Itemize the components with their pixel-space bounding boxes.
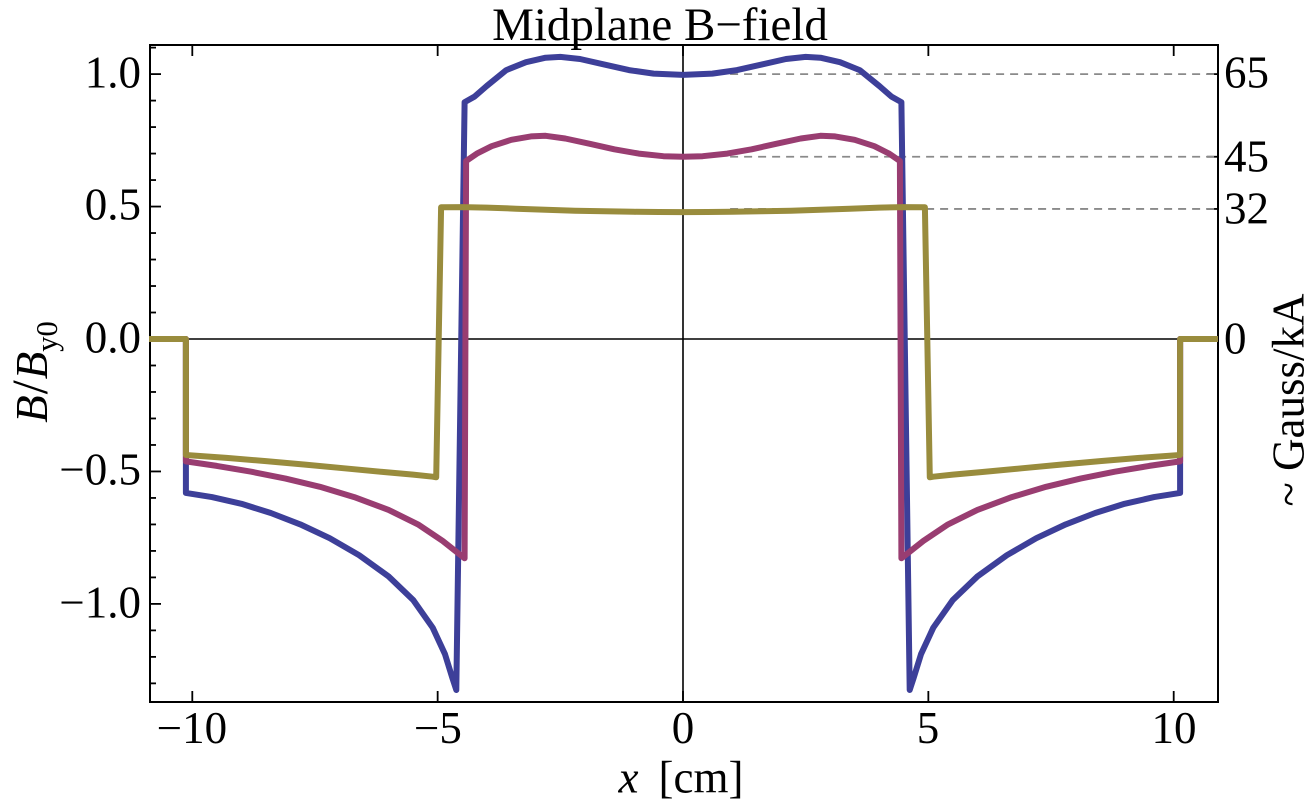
y-axis-label-left: B/By0	[2, 321, 65, 423]
right-tick-label: 32	[1224, 183, 1269, 234]
x-axis-label: x [cm]	[618, 752, 744, 800]
x-tick-label: 5	[916, 703, 940, 753]
y-tick-label: −1.0	[59, 577, 141, 628]
y-tick-label: −0.5	[59, 444, 141, 495]
x-tick-label: −5	[414, 703, 462, 753]
x-tick-label: 10	[1151, 703, 1197, 753]
chart-title: Midplane B−field	[492, 0, 828, 51]
x-axis-unit: [cm]	[658, 752, 744, 800]
right-tick-label: 65	[1224, 47, 1269, 98]
right-tick-label: 0	[1224, 313, 1247, 364]
y-tick-label: 0.0	[84, 312, 141, 363]
series-high-current-curve	[149, 53, 1218, 693]
x-tick-label: −10	[156, 703, 228, 753]
x-axis-variable: x	[618, 752, 639, 800]
y-tick-label: 0.5	[84, 179, 141, 230]
series-mid-current-curve	[149, 132, 1218, 562]
right-tick-label: 45	[1224, 131, 1269, 182]
y-axis-label-right: ~ Gauss/kA	[1263, 293, 1314, 507]
x-tick-label: 0	[671, 703, 695, 753]
series-low-current-curve	[149, 204, 1218, 481]
y-tick-label: 1.0	[84, 47, 141, 98]
frame-rect	[149, 44, 1219, 703]
